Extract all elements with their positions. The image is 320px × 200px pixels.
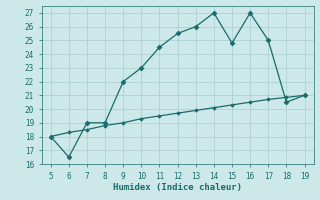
X-axis label: Humidex (Indice chaleur): Humidex (Indice chaleur) (113, 183, 242, 192)
